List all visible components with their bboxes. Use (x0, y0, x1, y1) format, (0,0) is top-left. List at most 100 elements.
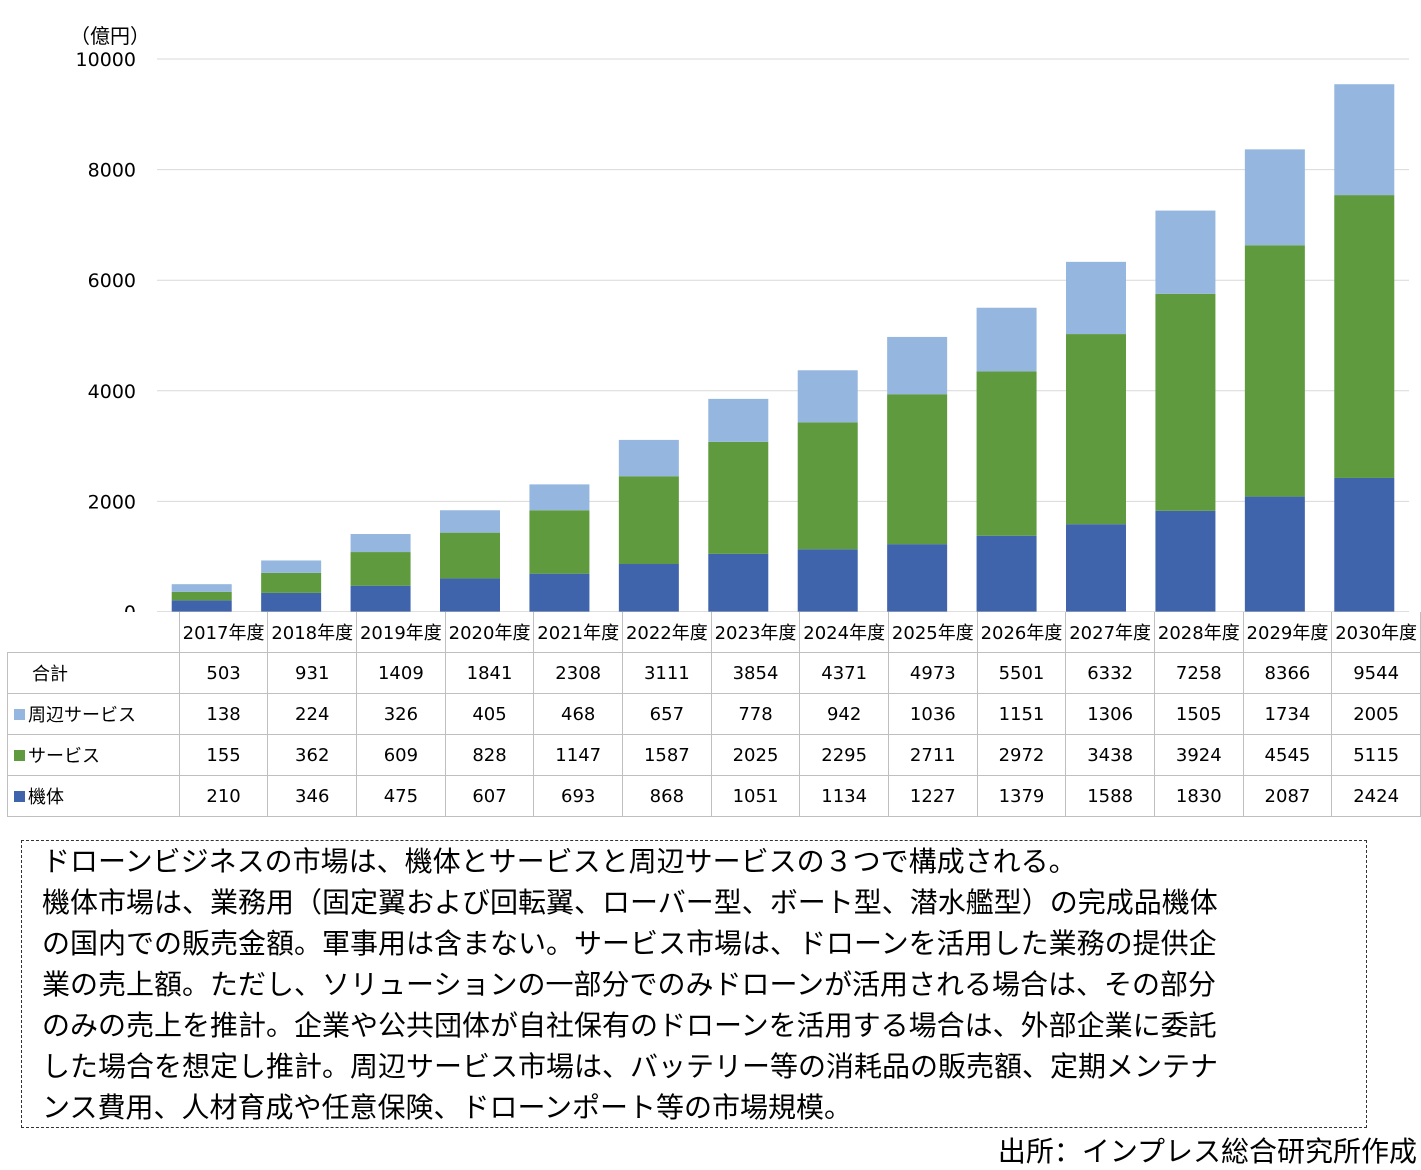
bar-segment (797, 370, 858, 423)
row-label-total-text: 合計 (32, 664, 68, 685)
x-tick-label-text: 2023年度 (714, 623, 797, 644)
stacked-bar-chart: 0 2000 4000 6000 8000 10000 (76, 49, 1409, 612)
bar-segment (708, 441, 769, 554)
bar-segment (887, 544, 948, 612)
total-value-text: 2308 (555, 662, 602, 684)
legend-entry-text: 周辺サービス (28, 705, 136, 726)
data-label: 1830 (1153, 775, 1244, 817)
data-label: 778 (710, 693, 801, 735)
bar-segment (1244, 245, 1305, 497)
data-label: 2025 (710, 734, 801, 776)
data-label-text: 405 (472, 703, 507, 725)
data-label-text: 468 (561, 703, 596, 725)
y-tick-label: 8000 (88, 160, 136, 182)
bar-segment (350, 585, 411, 612)
data-label-text: 1830 (1175, 785, 1222, 807)
x-tick-label-text: 2018年度 (271, 623, 354, 644)
bar-segment (976, 535, 1037, 612)
note-line: 業の売上額。ただし、ソリューションの一部分でのみドローンが活用される場合は、その… (42, 968, 1217, 1001)
total-value: 2308 (533, 652, 624, 694)
data-label-text: 1588 (1087, 785, 1134, 807)
data-label-text: 2295 (821, 744, 868, 766)
total-value: 4371 (799, 652, 889, 694)
data-label: 1734 (1242, 693, 1333, 735)
data-label-text: 828 (472, 744, 507, 766)
x-tick-label: 2020年度 (444, 612, 535, 653)
bar-segment (261, 560, 322, 573)
data-label-text: 1151 (998, 703, 1045, 725)
data-label-text: 1134 (821, 785, 868, 807)
data-label: 155 (178, 734, 269, 776)
data-label-text: 3438 (1087, 744, 1134, 766)
data-label-text: 778 (738, 703, 773, 725)
bar-segment (1155, 293, 1216, 511)
x-tick-label: 2019年度 (356, 612, 446, 653)
total-value-text: 8366 (1264, 662, 1311, 684)
data-label-text: 1306 (1087, 703, 1134, 725)
data-label-text: 3924 (1175, 744, 1222, 766)
description-box: ドローンビジネスの市場は、機体とサービスと周辺サービスの３つで構成される。 機体市… (21, 840, 1367, 1128)
data-label: 607 (444, 775, 535, 817)
x-tick-label-text: 2025年度 (891, 623, 974, 644)
bar-segment (529, 484, 590, 511)
x-tick-label: 2027年度 (1065, 612, 1155, 653)
legend-entry-text: サービス (28, 746, 100, 767)
note-line: ンス費用、人材育成や任意保険、ドローンポート等の市場規模。 (42, 1091, 853, 1124)
data-label: 2005 (1331, 693, 1421, 735)
bar-segment (797, 549, 858, 612)
legend-entry: サービス (7, 734, 180, 776)
data-label: 224 (267, 693, 358, 735)
data-label: 1505 (1153, 693, 1244, 735)
x-tick-label-text: 2028年度 (1157, 623, 1240, 644)
data-label: 657 (622, 693, 712, 735)
x-tick-label-text: 2030年度 (1335, 623, 1418, 644)
data-label: 1306 (1065, 693, 1155, 735)
data-label-text: 607 (472, 785, 507, 807)
legend-entry: 周辺サービス (7, 693, 180, 735)
legend-swatch (14, 750, 25, 761)
bar-segment (440, 578, 500, 612)
x-tick-label: 2018年度 (267, 612, 358, 653)
total-value: 5501 (976, 652, 1067, 694)
data-label: 210 (178, 775, 269, 817)
data-label-text: 1147 (555, 744, 602, 766)
bar-segment (261, 572, 322, 593)
y-tick-label: 2000 (88, 491, 136, 513)
data-label-text: 4545 (1264, 744, 1311, 766)
bar-segment (350, 552, 411, 586)
x-tick-label-text: 2020年度 (448, 623, 531, 644)
total-value-text: 4371 (821, 662, 868, 684)
x-tick-label: 2030年度 (1331, 612, 1421, 653)
data-label: 1227 (888, 775, 978, 817)
legend-swatch (14, 709, 25, 720)
data-label: 1587 (622, 734, 712, 776)
total-value: 6332 (1065, 652, 1155, 694)
unit-label: （億円） (70, 24, 150, 48)
data-label: 1588 (1065, 775, 1155, 817)
total-value: 1841 (444, 652, 535, 694)
data-label: 3438 (1065, 734, 1155, 776)
data-label-text: 1036 (909, 703, 956, 725)
total-value-text: 6332 (1087, 662, 1134, 684)
x-tick-label: 2024年度 (799, 612, 889, 653)
total-value: 931 (267, 652, 358, 694)
bar-segment (618, 439, 679, 477)
total-value-text: 7258 (1175, 662, 1222, 684)
x-tick-label-text: 2017年度 (182, 623, 265, 644)
note-line: した場合を想定し推計。周辺サービス市場は、バッテリー等の消耗品の販売額、定期メン… (42, 1050, 1219, 1083)
x-tick-label-text: 2019年度 (359, 623, 442, 644)
data-label-text: 942 (826, 703, 862, 725)
legend-entry-text: 機体 (28, 787, 64, 808)
bar-segment (171, 584, 232, 592)
bar-segment (1334, 195, 1395, 478)
data-label: 828 (444, 734, 535, 776)
data-label: 4545 (1242, 734, 1333, 776)
x-tick-label-text: 2024年度 (803, 623, 886, 644)
data-label-text: 2711 (909, 744, 956, 766)
data-label-text: 2087 (1264, 785, 1311, 807)
bar-segment (887, 394, 948, 545)
legend-entry: 機体 (7, 775, 180, 817)
bar-segment (440, 532, 500, 579)
legend-swatch (14, 791, 25, 802)
bar-segment (618, 563, 679, 612)
